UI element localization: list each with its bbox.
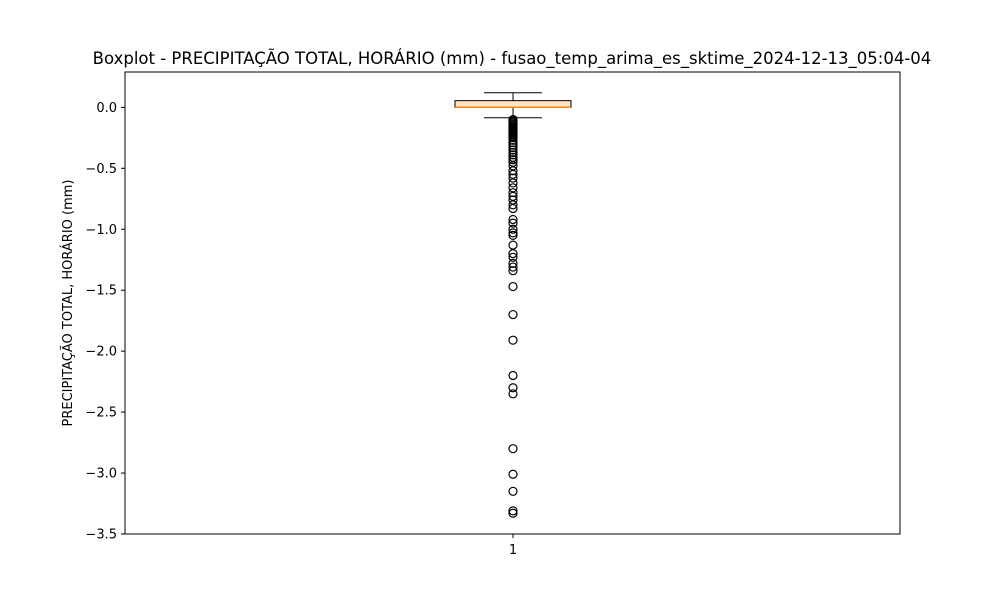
- outlier-point: [508, 506, 518, 516]
- plot-frame: [124, 71, 901, 535]
- outlier-point: [508, 228, 518, 238]
- outlier-point: [508, 150, 518, 160]
- box-group: [454, 92, 572, 119]
- outlier-point: [508, 224, 518, 234]
- outlier-point: [508, 218, 518, 228]
- outlier-point: [508, 266, 518, 276]
- outlier-point: [508, 230, 518, 240]
- outlier-point: [508, 249, 518, 259]
- outlier-point: [508, 469, 518, 479]
- outlier-point: [508, 203, 518, 214]
- y-tick-label: −3.0: [85, 467, 117, 482]
- outlier-point: [508, 486, 518, 496]
- outlier-point: [508, 178, 518, 188]
- iqr-box: [454, 100, 572, 108]
- outlier-point: [508, 240, 518, 250]
- y-tick-label: −2.5: [85, 406, 117, 421]
- y-tick-label: −3.5: [85, 528, 117, 543]
- outlier-point: [508, 140, 518, 150]
- y-tick-label: −1.5: [85, 284, 117, 299]
- outlier-point: [508, 188, 518, 198]
- y-tick-label: −2.0: [85, 345, 117, 360]
- outlier-point: [508, 133, 518, 143]
- outlier-point: [508, 138, 518, 148]
- outlier-group: [508, 114, 518, 518]
- outlier-point: [508, 252, 518, 262]
- outlier-point: [508, 508, 518, 518]
- chart-title: Boxplot - PRECIPITAÇÃO TOTAL, HORÁRIO (m…: [93, 49, 932, 69]
- outlier-point: [508, 370, 518, 381]
- outlier-point: [508, 335, 518, 345]
- outlier-point: [508, 258, 518, 268]
- outlier-point: [508, 262, 518, 272]
- y-tick-label: −1.0: [85, 223, 117, 238]
- y-tick-label: 0.0: [96, 101, 117, 116]
- axis-ticks: 0.0 −0.5 −1.0 −1.5 −2.0 −2.5 −3.0 −3.5 1: [85, 101, 517, 558]
- outlier-point: [508, 200, 518, 210]
- outlier-point: [508, 214, 518, 225]
- outlier-point: [508, 135, 518, 145]
- outlier-point: [508, 166, 518, 176]
- y-axis-label: PRECIPITAÇÃO TOTAL, HORÁRIO (mm): [60, 180, 76, 427]
- outlier-point: [508, 281, 518, 292]
- outlier-point: [508, 383, 518, 393]
- outlier-point: [508, 142, 518, 153]
- outlier-point: [508, 155, 518, 165]
- y-tick-label: −0.5: [85, 162, 117, 177]
- outlier-point: [508, 309, 518, 320]
- outlier-point: [508, 147, 518, 158]
- outlier-point: [508, 173, 518, 183]
- x-tick-label: 1: [509, 543, 517, 558]
- outlier-point: [508, 444, 518, 454]
- outlier-point: [508, 145, 518, 155]
- outlier-point: [508, 389, 518, 399]
